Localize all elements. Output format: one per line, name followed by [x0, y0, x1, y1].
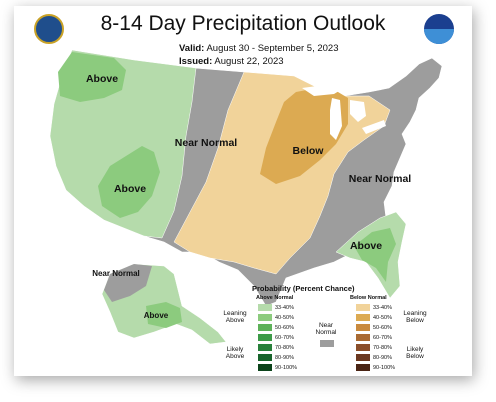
above-swatch-0	[258, 304, 272, 311]
legend-likely-below: Likely Below	[406, 346, 424, 360]
below-swatch-5	[356, 354, 370, 361]
below-swatch-6	[356, 364, 370, 371]
legend-leaning-below: Leaning Below	[403, 310, 427, 324]
region-label-northwest: Above	[86, 73, 118, 85]
above-swatch-6	[258, 364, 272, 371]
legend-near-label: Near Normal	[315, 322, 337, 336]
above-range-1: 40-50%	[275, 314, 294, 321]
valid-dates: Valid: August 30 - September 5, 2023	[179, 43, 339, 54]
lake-michigan	[330, 98, 342, 140]
basin-above	[98, 146, 160, 218]
legend-near-swatch	[320, 340, 334, 347]
region-label-basin: Above	[114, 183, 146, 195]
midwest-below	[260, 86, 348, 184]
above-swatch-2	[258, 324, 272, 331]
lake-huron	[350, 100, 366, 122]
alaska-near-normal	[104, 264, 152, 302]
below-range-6: 90-100%	[373, 364, 396, 371]
valid-value: August 30 - September 5, 2023	[206, 43, 339, 54]
precipitation-map: Above Above Near Normal Below Near Norma…	[49, 49, 443, 345]
page-title: 8-14 Day Precipitation Outlook	[100, 12, 386, 35]
above-range-0: 33-40%	[275, 304, 294, 311]
above-swatch-5	[258, 354, 272, 361]
below-swatch-0	[356, 304, 370, 311]
below-swatch-3	[356, 334, 370, 341]
legend-title: Probability (Percent Chance)	[252, 284, 355, 293]
above-range-4: 70-80%	[275, 344, 294, 351]
alaska-above	[146, 302, 182, 328]
above-range-5: 80-90%	[275, 354, 294, 361]
below-swatch-4	[356, 344, 370, 351]
noaa-logo-icon	[424, 14, 454, 44]
below-range-4: 70-80%	[373, 344, 392, 351]
below-range-3: 60-70%	[373, 334, 392, 341]
below-range-2: 50-60%	[373, 324, 392, 331]
above-swatch-1	[258, 314, 272, 321]
above-range-3: 60-70%	[275, 334, 294, 341]
region-label-east-near: Near Normal	[349, 173, 412, 185]
legend-leaning-above: Leaning Above	[223, 310, 247, 324]
region-label-alaska-above: Above	[144, 311, 169, 320]
lake-erie	[362, 120, 386, 134]
region-label-midwest: Below	[293, 145, 325, 157]
legend: Probability (Percent Chance) Above Norma…	[223, 284, 432, 374]
southeast-above	[354, 228, 396, 282]
above-swatch-3	[258, 334, 272, 341]
outlook-card: 8-14 Day Precipitation Outlook Valid: Au…	[14, 6, 472, 376]
doc-seal-icon	[34, 14, 64, 44]
legend-likely-above: Likely Above	[225, 346, 245, 360]
below-range-1: 40-50%	[373, 314, 392, 321]
below-range-0: 33-40%	[373, 304, 392, 311]
lake-superior	[302, 84, 344, 96]
below-swatch-2	[356, 324, 370, 331]
region-label-southeast: Above	[350, 240, 382, 252]
legend-above-heading: Above Normal	[256, 295, 294, 301]
valid-label: Valid:	[179, 43, 205, 54]
legend-below-heading: Below Normal	[350, 295, 387, 301]
region-label-alaska-near: Near Normal	[92, 269, 140, 278]
above-swatch-4	[258, 344, 272, 351]
below-range-5: 80-90%	[373, 354, 392, 361]
issued-value: August 22, 2023	[214, 56, 284, 67]
northwest-above	[58, 52, 126, 102]
region-label-rockies-near: Near Normal	[175, 137, 238, 149]
above-range-6: 90-100%	[275, 364, 298, 371]
below-swatch-1	[356, 314, 370, 321]
issued-date: Issued: August 22, 2023	[179, 56, 284, 67]
issued-label: Issued:	[179, 56, 213, 67]
above-range-2: 50-60%	[275, 324, 294, 331]
